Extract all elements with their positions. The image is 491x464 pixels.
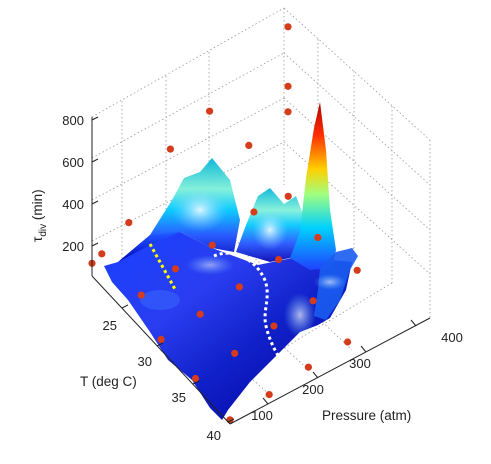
axes (91, 116, 431, 425)
sample-point (137, 291, 145, 299)
sample-point (284, 23, 292, 31)
surface-peak (290, 102, 336, 270)
sample-points (88, 23, 361, 424)
y-tick-labels: 25 30 35 40 (103, 318, 221, 443)
sample-point (284, 82, 292, 90)
x-axis-label: Pressure (atm) (322, 408, 411, 423)
z-tick-label: 200 (62, 239, 84, 254)
y-tick-label: 30 (138, 354, 152, 369)
surface (104, 102, 358, 420)
sample-point (284, 192, 292, 200)
annotations (148, 243, 292, 375)
surface-floor (104, 232, 352, 420)
sample-point (270, 322, 278, 330)
sample-point (157, 335, 165, 343)
sample-point (206, 107, 214, 115)
sample-point (250, 208, 258, 216)
sample-point (196, 310, 204, 318)
y-tick-label: 35 (172, 390, 186, 405)
sample-point (171, 265, 180, 273)
x-tick-label: 100 (251, 408, 273, 423)
x-tick-labels: 100 200 300 400 (251, 330, 463, 423)
sample-point (265, 391, 273, 399)
y-axis-line (91, 275, 231, 425)
z-tick-label: 600 (62, 155, 84, 170)
z-axis-label-unit: (min) (30, 189, 45, 224)
yellow-dashed-boundary (148, 243, 178, 292)
sample-point (284, 108, 292, 116)
z-tick-label: 800 (62, 113, 84, 128)
sample-point (208, 241, 216, 249)
sample-point (191, 374, 200, 383)
sample-point (245, 141, 253, 149)
sample-point (231, 349, 239, 357)
x-tick-label: 200 (302, 382, 324, 397)
x-tick-label: 300 (349, 356, 371, 371)
sample-point (344, 338, 352, 346)
sample-point (98, 250, 106, 258)
sample-point (314, 233, 322, 242)
sample-point (353, 266, 361, 274)
sample-point (304, 363, 312, 371)
sample-point (309, 297, 317, 305)
z-tick-labels: 200 400 600 800 (62, 113, 84, 254)
sample-point (166, 145, 174, 153)
y-tick-label: 25 (103, 318, 117, 333)
sample-point (125, 219, 133, 227)
z-tick-label: 400 (62, 197, 84, 212)
z-axis-label: τdiv (min) (30, 189, 49, 242)
x-axis-line (229, 317, 431, 425)
x-tick-label: 400 (441, 330, 463, 345)
sample-point (275, 255, 283, 264)
z-axis-label-subscript: div (38, 224, 49, 237)
sample-point (235, 283, 243, 291)
z-axis-label-symbol: τ (30, 236, 45, 242)
y-axis-label: T (deg C) (80, 374, 137, 389)
white-dashed-boundary (213, 251, 292, 375)
y-tick-label: 40 (207, 428, 221, 443)
